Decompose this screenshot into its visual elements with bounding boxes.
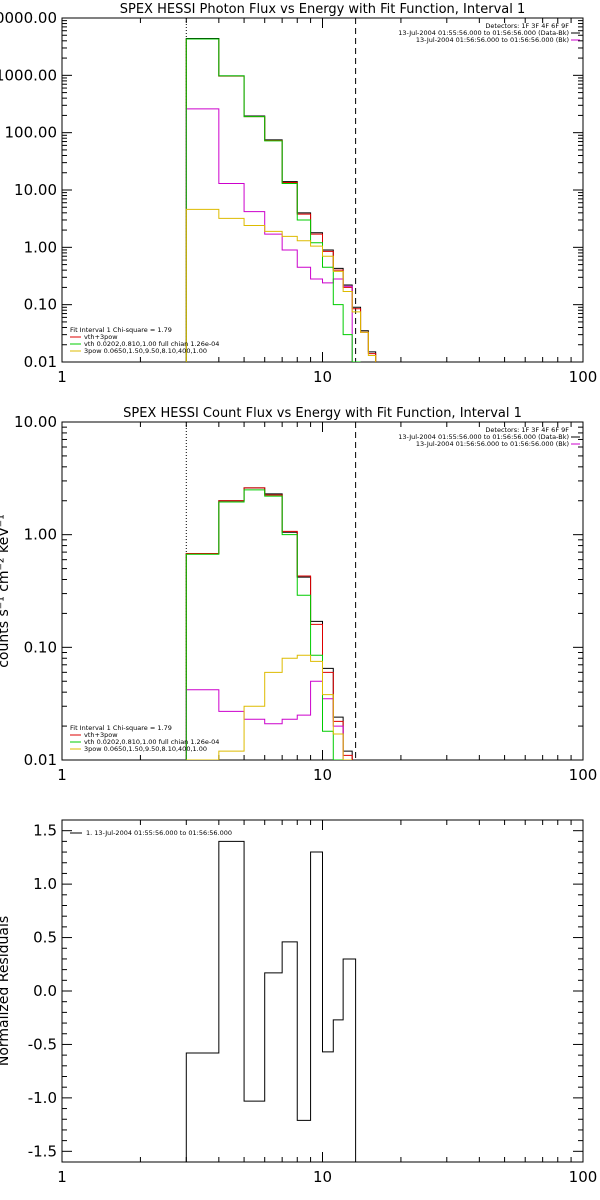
plot1-title: SPEX HESSI Photon Flux vs Energy with Fi…: [120, 2, 526, 17]
plot1-legend-bottom-text: vth 0.0202,0.810,1.00 full chian 1.26e-0…: [84, 340, 219, 348]
plot3-xtick-label: 100: [569, 1168, 598, 1186]
plot2-ytick-label: 1.00: [24, 526, 57, 544]
plot2-ytick-label: 0.10: [24, 638, 57, 656]
plot2-series-1: [185, 487, 353, 760]
plot2-xtick-label: 10: [313, 766, 332, 784]
plot2-legend-bottom-text: Fit Interval 1 Chi-square = 1.79: [70, 724, 172, 732]
plot1-series-0: [185, 37, 377, 362]
plot3-ytick-label: 1.5: [33, 822, 57, 840]
plot2-xtick-label: 1: [57, 766, 67, 784]
plot1-legend-bottom-text: 3pow 0.0650,1.50,9.50,8.10,400,1.00: [84, 347, 207, 355]
plot1-xtick-label: 100: [569, 368, 598, 386]
plot3-ytick-label: -1.5: [28, 1142, 57, 1160]
plot1-legend-top-text: 13-Jul-2004 01:55:56.000 to 01:56:56.000…: [398, 29, 569, 37]
plot1-ytick-label: 0.10: [24, 296, 57, 314]
plot2-title: SPEX HESSI Count Flux vs Energy with Fit…: [123, 406, 522, 421]
plot1-series-2: [185, 108, 353, 362]
plot3-ytick-label: -0.5: [28, 1035, 57, 1053]
plot2-series-4: [186, 654, 353, 760]
plot2-legend-top-text: 13-Jul-2004 01:55:56.000 to 01:56:56.000…: [398, 433, 569, 441]
plot1-ytick-label: 10.00: [14, 181, 57, 199]
plot2-legend-bottom-text: 3pow 0.0650,1.50,9.50,8.10,400,1.00: [84, 745, 207, 753]
plot1-xtick-label: 1: [57, 368, 67, 386]
plot3-ytick-label: 0.5: [33, 929, 57, 947]
plot1-series-4: [185, 208, 377, 362]
plot2-legend-bottom-text: vth+3pow: [84, 731, 118, 739]
plot2-series-3: [185, 489, 344, 760]
plot3-xtick-label: 1: [57, 1168, 67, 1186]
plot2-legend-bottom-text: vth 0.0202,0.810,1.00 full chian 1.26e-0…: [84, 738, 219, 746]
plot1-ytick-label: 1000.00: [0, 66, 57, 84]
plot2-series-0: [185, 487, 353, 760]
plot1-series-1: [185, 38, 377, 362]
plot2-legend-top-text: Detectors: 1F 3F 4F 6F 9F: [485, 426, 569, 434]
plot1-ytick-label: 100.00: [5, 124, 58, 142]
plot2-legend-top-text: 13-Jul-2004 01:56:56.000 to 01:56:56.000…: [416, 440, 569, 448]
plot3-series-0: [185, 840, 357, 1162]
plot1-frame: [61, 17, 584, 363]
plot2-ytick-label: 10.00: [14, 413, 57, 431]
plot1-xtick-label: 10: [313, 368, 332, 386]
plot1-ytick-label: 1.00: [24, 238, 57, 256]
plot2-series-2: [185, 680, 344, 760]
plot3-ytick-label: 1.0: [33, 875, 57, 893]
plot1-legend-top-text: 13-Jul-2004 01:56:56.000 to 01:56:56.000…: [416, 36, 569, 44]
plot1-legend-top-text: Detectors: 1F 3F 4F 6F 9F: [485, 22, 569, 30]
plot3-ylabel: Normalized Residuals: [0, 916, 12, 1066]
plot2-ytick-label: 0.01: [24, 751, 57, 769]
plot3-xtick-label: 10: [313, 1168, 332, 1186]
plot1-series-3: [185, 38, 361, 362]
plot1-legend-bottom-text: Fit Interval 1 Chi-square = 1.79: [70, 326, 172, 334]
plot3-ytick-label: 0.0: [33, 982, 57, 1000]
plot2-xtick-label: 100: [569, 766, 598, 784]
plot3-ytick-label: -1.0: [28, 1089, 57, 1107]
plot1-ytick-label: 0.01: [24, 353, 57, 371]
plot1-ytick-label: 0000.00: [0, 9, 57, 27]
plot3-legend-text: 1. 13-Jul-2004 01:55:56.000 to 01:56:56.…: [86, 829, 232, 837]
plot2-ylabel: counts s⁻¹ cm⁻² keV⁻¹: [0, 514, 12, 668]
plot1-legend-bottom-text: vth+3pow: [84, 333, 118, 341]
